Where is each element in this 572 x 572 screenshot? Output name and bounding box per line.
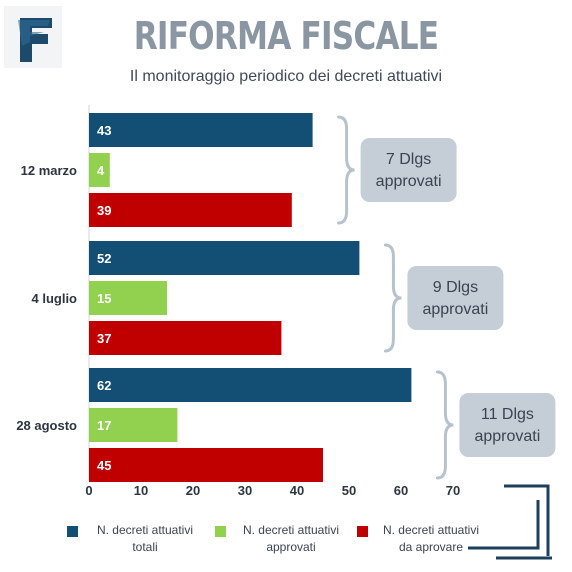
bar-value-label: 45: [97, 458, 111, 473]
logo-f-icon: [16, 18, 52, 62]
legend-item-da-approvare: N. decreti attuativi da aprovare: [372, 522, 490, 556]
bar-value-label: 43: [97, 123, 111, 138]
x-tick-label: 0: [85, 483, 92, 498]
bar: [89, 281, 167, 315]
category-label: 28 agosto: [16, 418, 77, 433]
x-tick-label: 50: [342, 483, 356, 498]
bar-value-label: 52: [97, 251, 111, 266]
legend-swatch-approvati: [215, 526, 226, 537]
x-tick-label: 30: [238, 483, 252, 498]
category-label: 4 luglio: [32, 291, 78, 306]
x-tick-label: 40: [290, 483, 304, 498]
legend-label-line2: da aprovare: [398, 540, 464, 554]
callout-line1: 9 Dlgs: [433, 279, 478, 296]
bar-value-label: 17: [97, 418, 111, 433]
callout-box: [360, 138, 457, 202]
page-subtitle: Il monitoraggio periodico dei decreti at…: [129, 68, 443, 85]
brace: [435, 370, 454, 480]
bar: [89, 368, 412, 402]
legend-swatch-da-approvare: [357, 526, 368, 537]
legend-label-line1: N. decreti attuativi: [242, 523, 340, 537]
legend-item-totali: N. decreti attuativi totali: [86, 522, 204, 556]
brace: [337, 115, 355, 225]
logo: [4, 6, 62, 68]
callout-box: [459, 393, 556, 457]
bar: [89, 408, 178, 442]
bar: [89, 153, 110, 187]
x-tick-label: 20: [186, 483, 200, 498]
bar: [89, 193, 292, 227]
bar-value-label: 39: [97, 203, 111, 218]
legend-swatch-totali: [67, 526, 78, 537]
bar: [89, 113, 313, 147]
callout-box: [407, 266, 504, 330]
bar-value-label: 37: [97, 331, 111, 346]
corner-decoration: [468, 484, 552, 560]
callout-line2: approvati: [376, 173, 442, 190]
callout-line1: 7 Dlgs: [386, 151, 431, 168]
callout-line2: approvati: [474, 428, 540, 445]
legend-label-line1: N. decreti attuativi: [382, 523, 480, 537]
bar: [89, 241, 360, 275]
legend-label-line2: totali: [132, 540, 158, 554]
legend-label-line2: approvati: [266, 540, 316, 554]
callout-line2: approvati: [422, 301, 488, 318]
brace: [383, 243, 402, 353]
legend-item-approvati: N. decreti attuativi approvati: [232, 522, 350, 556]
x-tick-label: 70: [446, 483, 460, 498]
category-label: 12 marzo: [21, 163, 77, 178]
bar-value-label: 4: [97, 163, 105, 178]
x-tick-label: 10: [134, 483, 148, 498]
page-title: RIFORMA FISCALE: [133, 14, 439, 58]
x-tick-label: 60: [394, 483, 408, 498]
bar-value-label: 62: [97, 378, 111, 393]
bar-value-label: 15: [97, 291, 111, 306]
callout-line1: 11 Dlgs: [481, 406, 534, 423]
legend-label-line1: N. decreti attuativi: [96, 523, 194, 537]
bar: [89, 448, 323, 482]
bar: [89, 321, 282, 355]
